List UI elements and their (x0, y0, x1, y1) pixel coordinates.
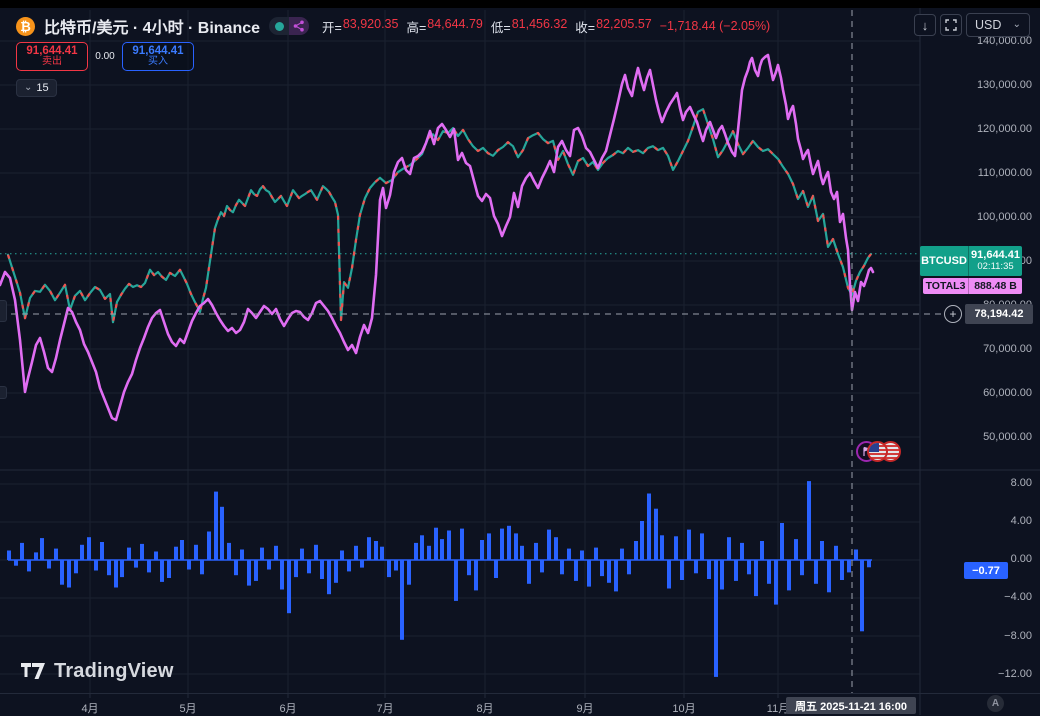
tradingview-logo[interactable]: TradingView (20, 659, 174, 683)
month-label: 9月 (576, 703, 594, 715)
symbol-title[interactable]: 比特币/美元 · 4小时 · Binance (44, 20, 261, 37)
chevron-down-icon: ⌄ (24, 82, 33, 93)
close-label: 收= (575, 20, 596, 35)
open-label: 开= (322, 20, 342, 35)
price-tick: 110,000.00 (977, 167, 1032, 179)
share-network-icon (293, 20, 304, 32)
event-markers[interactable] (856, 440, 902, 463)
month-label: 10月 (672, 703, 696, 715)
fullscreen-icon (945, 19, 957, 31)
price-tick: 70,000.00 (983, 343, 1032, 355)
top-black-strip (0, 0, 1040, 8)
btcusd-badge-symbol: BTCUSD (920, 246, 969, 276)
month-label: 5月 (179, 703, 197, 715)
symbol-header: ₿ 比特币/美元 · 4小时 · Binance 开= 83,920.35 高= 8… (16, 14, 770, 38)
indicator-pill[interactable] (269, 17, 310, 35)
order-panel: 91,644.41 卖出 0.00 91,644.41 买入 (16, 42, 194, 71)
sell-price: 91,644.41 (26, 45, 78, 58)
btcusd-badge-price: 91,644.41 (971, 249, 1020, 262)
low-label: 低= (490, 20, 511, 35)
price-tick: 100,000.00 (976, 211, 1032, 223)
spread-value: 0.00 (95, 51, 115, 62)
price-tick: 60,000.00 (983, 387, 1032, 399)
btcusd-badge-countdown: 02:11:35 (977, 260, 1014, 272)
crosshair-time-label: 周五 2025-11-21 16:00 (786, 697, 916, 714)
indicator-tick: −8.00 (1004, 630, 1032, 642)
open-value: 83,920.35 (342, 16, 399, 31)
bitcoin-icon: ₿ (16, 16, 35, 36)
buy-label: 买入 (148, 56, 168, 68)
auto-scale-badge[interactable]: A (987, 695, 1004, 712)
high-label: 高= (406, 20, 427, 35)
buy-button[interactable]: 91,644.41 买入 (122, 42, 194, 71)
scroll-to-recent-button[interactable]: ↓ (914, 14, 936, 36)
sell-label: 卖出 (42, 56, 62, 68)
high-value: 84,644.79 (427, 16, 483, 31)
sell-button[interactable]: 91,644.41 卖出 (16, 42, 88, 71)
price-axis[interactable]: 140,000.00 130,000.00 120,000.00 110,000… (920, 8, 1040, 693)
total3-badge-value: 888.48 B (969, 278, 1022, 294)
currency-select[interactable]: USD ⌄ (966, 13, 1030, 37)
price-tick: 130,000.00 (976, 79, 1032, 91)
fullscreen-button[interactable] (940, 14, 962, 36)
change-value: −1,718.44 (−2.05%) (659, 19, 771, 33)
live-dot-icon (274, 21, 284, 31)
indicator-last-value-badge: −0.77 (964, 562, 1008, 579)
chevron-down-icon: ⌄ (1012, 19, 1021, 30)
tradingview-wordmark: TradingView (54, 659, 174, 682)
ideas-half (289, 17, 310, 35)
month-label: 4月 (81, 703, 99, 715)
month-label: 6月 (279, 703, 297, 715)
time-axis[interactable]: 4月 5月 6月 7月 8月 9月 10月 11月 周五 2025-11-21 … (0, 693, 1040, 715)
close-value: 82,205.57 (596, 16, 652, 31)
price-tick: 120,000.00 (976, 123, 1032, 135)
indicator-tick: 8.00 (1010, 477, 1032, 489)
low-value: 81,456.32 (511, 16, 568, 31)
left-scale-stub (0, 386, 7, 399)
indicator-tick: −4.00 (1004, 591, 1032, 603)
currency-value: USD (975, 18, 1002, 32)
crosshair-price-label: 78,194.42 (965, 304, 1033, 324)
tradingview-mark-icon (21, 663, 45, 679)
interval-value: 15 (36, 82, 49, 94)
indicator-tick: 0.00 (1010, 553, 1032, 565)
total3-value-badge[interactable]: TOTAL3 888.48 B (923, 278, 1022, 294)
indicator-tick: −12.00 (998, 668, 1032, 680)
us-flag-event-icon[interactable] (867, 441, 888, 462)
month-label: 7月 (376, 703, 394, 715)
indicator-tick: 4.00 (1010, 515, 1032, 527)
buy-price: 91,644.41 (132, 45, 184, 58)
btcusd-price-badge[interactable]: BTCUSD 91,644.41 02:11:35 (920, 246, 1022, 276)
ohlc-readout: 开= 83,920.35 高= 84,644.79 低= 81,456.32 收= 82… (322, 17, 770, 36)
price-tick: 50,000.00 (983, 431, 1032, 443)
interval-button[interactable]: ⌄ 15 (16, 79, 57, 97)
price-tick: 140,000.00 (976, 35, 1032, 47)
month-label: 11月 (766, 703, 790, 715)
left-scale-stub (0, 300, 7, 322)
month-label: 8月 (476, 703, 494, 715)
down-arrow-icon: ↓ (921, 17, 929, 33)
live-status-half (269, 17, 290, 35)
flag-canton (869, 443, 879, 452)
total3-badge-symbol: TOTAL3 (923, 278, 969, 294)
add-order-plus-button[interactable]: + (944, 305, 962, 323)
